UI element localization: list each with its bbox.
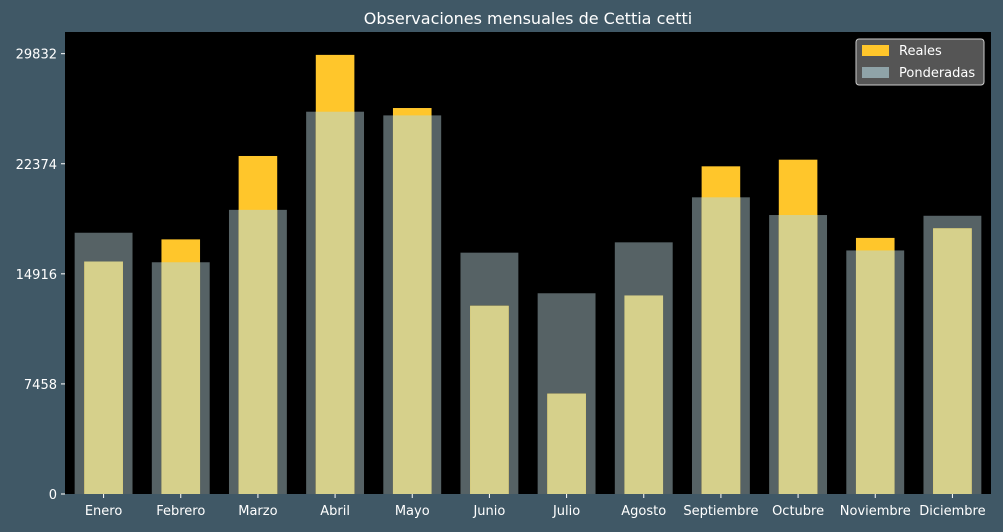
legend-swatch-ponderadas: [862, 67, 889, 78]
x-tick-label: Agosto: [621, 504, 666, 519]
y-axis: 0 7458 14916 22374 29832: [16, 48, 65, 503]
bar-overlap: [547, 393, 586, 494]
bar-overlap: [933, 228, 972, 494]
x-tick-label: Abril: [320, 504, 350, 519]
x-tick-label: Febrero: [156, 504, 205, 519]
y-tick-label: 29832: [16, 48, 57, 63]
bar-overlap: [855, 250, 895, 494]
x-tick-label: Junio: [472, 504, 505, 519]
legend-label-ponderadas: Ponderadas: [899, 66, 975, 81]
x-tick-label: Mayo: [395, 504, 430, 519]
x-axis: Enero Febrero Marzo Abril Mayo Junio Julio Agos…: [85, 494, 986, 519]
x-tick-label: Enero: [85, 504, 123, 519]
bar-overlap: [238, 209, 278, 495]
bar-overlap: [392, 115, 432, 494]
x-tick-label: Octubre: [772, 504, 824, 519]
y-tick-label: 22374: [16, 158, 57, 173]
bar-overlap: [315, 111, 355, 495]
x-tick-label: Julio: [552, 504, 580, 519]
y-tick-label: 14916: [16, 268, 57, 283]
bar-overlap: [161, 262, 201, 494]
bar-overlap: [778, 215, 818, 494]
legend-label-reales: Reales: [899, 44, 942, 59]
x-tick-label: Noviembre: [840, 504, 911, 519]
y-tick-label: 0: [49, 488, 57, 503]
bar-overlap: [624, 295, 664, 494]
bar-overlap: [84, 261, 123, 494]
legend: Reales Ponderadas: [855, 38, 985, 86]
plot-area: [65, 32, 991, 494]
chart-title: Observaciones mensuales de Cettia cetti: [364, 9, 692, 28]
legend-swatch-reales: [862, 45, 889, 56]
bar-overlap: [701, 197, 741, 495]
x-tick-label: Septiembre: [683, 504, 758, 519]
x-tick-label: Diciembre: [919, 504, 985, 519]
y-tick-label: 7458: [24, 378, 57, 393]
x-tick-label: Marzo: [238, 504, 277, 519]
bars-overlap: [84, 111, 972, 495]
bar-overlap: [470, 305, 509, 494]
